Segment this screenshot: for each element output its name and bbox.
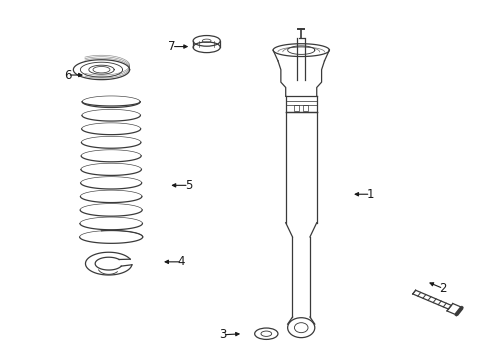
FancyBboxPatch shape (293, 105, 298, 111)
FancyBboxPatch shape (302, 105, 307, 111)
Text: 3: 3 (219, 328, 226, 341)
Text: 4: 4 (177, 255, 185, 268)
Text: 1: 1 (366, 188, 373, 201)
Text: 6: 6 (63, 68, 71, 81)
Text: 2: 2 (439, 282, 446, 295)
Text: 7: 7 (168, 40, 175, 53)
Text: 5: 5 (184, 179, 192, 192)
